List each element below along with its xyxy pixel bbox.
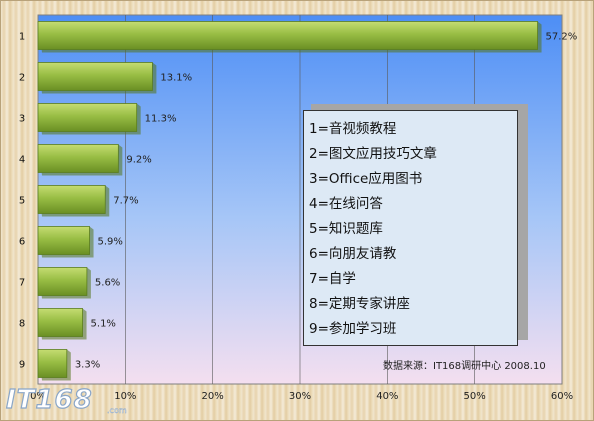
it168-watermark-logo: IT168 .com (5, 384, 127, 415)
legend-item: 4=在线问答 (309, 196, 383, 212)
svg-text:IT168: IT168 (6, 385, 93, 415)
category-label: 3 (19, 114, 25, 125)
legend-item: 2=图文应用技巧文章 (309, 146, 437, 162)
value-label: 7.7% (113, 196, 138, 207)
category-label: 2 (19, 73, 25, 84)
bar (37, 308, 83, 337)
bar (37, 185, 106, 214)
bars (37, 21, 542, 381)
category-label: 7 (19, 278, 25, 289)
x-tick-label: 0% (30, 391, 46, 402)
bar (37, 349, 68, 378)
x-tick-label: 40% (376, 391, 398, 402)
bar (37, 21, 538, 50)
category-label: 4 (19, 155, 25, 166)
legend-item: 6=向朋友请教 (309, 246, 397, 262)
value-label: 9.2% (126, 155, 151, 166)
category-label: 9 (19, 360, 25, 371)
category-label: 6 (19, 237, 25, 248)
value-label: 3.3% (75, 360, 100, 371)
bar (37, 267, 88, 296)
category-label: 1 (19, 32, 25, 43)
value-label: 13.1% (160, 73, 192, 84)
data-source-note: 数据来源：IT168调研中心 2008.10 (383, 361, 546, 372)
x-tick-label: 30% (289, 391, 311, 402)
value-labels: 57.2% 13.1% 11.3% 9.2% 7.7% 5.9% 5.6% 5.1% 3.3% (75, 32, 578, 371)
x-tick-label: 50% (464, 391, 486, 402)
x-axis-ticks: 0% 10% 20% 30% 40% 50% 60% (30, 391, 573, 402)
category-label: 8 (19, 319, 25, 330)
x-tick-label: 20% (202, 391, 224, 402)
x-tick-label: 10% (114, 391, 136, 402)
legend-item: 5=知识题库 (309, 221, 383, 237)
bar (37, 226, 90, 255)
value-label: 5.9% (98, 237, 123, 248)
x-tick-label: 60% (551, 391, 573, 402)
legend-item: 1=音视频教程 (309, 121, 397, 137)
legend-item: 9=参加学习班 (309, 321, 397, 337)
bar (37, 62, 153, 91)
bar (37, 144, 119, 173)
value-label: 5.6% (95, 278, 120, 289)
legend: 1=音视频教程 2=图文应用技巧文章 3=Office应用图书 4=在线问答 5=知识题… (303, 110, 518, 346)
category-label: 5 (19, 196, 25, 207)
bar (37, 103, 138, 132)
category-labels: 1 2 3 4 5 6 7 8 9 (19, 32, 25, 371)
value-label: 11.3% (145, 114, 177, 125)
value-label: 5.1% (91, 319, 116, 330)
legend-item: 7=自学 (309, 271, 356, 287)
legend-item: 8=定期专家讲座 (309, 296, 410, 312)
value-label: 57.2% (546, 32, 578, 43)
legend-item: 3=Office应用图书 (309, 171, 423, 187)
svg-text:.com: .com (107, 406, 127, 415)
